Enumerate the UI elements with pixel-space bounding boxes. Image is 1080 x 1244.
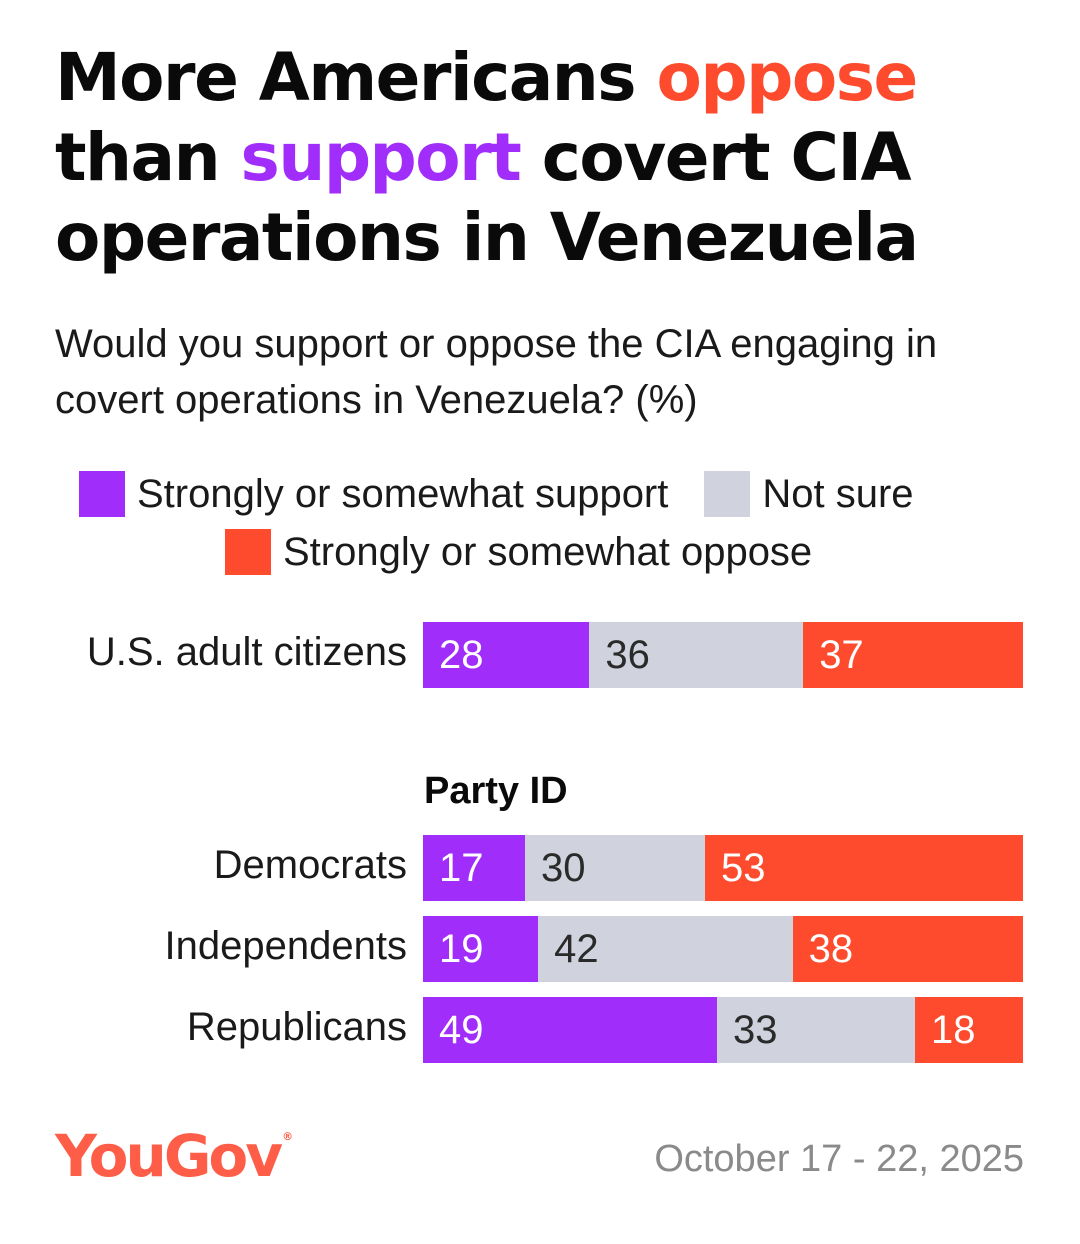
- data-label-unsure: 30: [541, 846, 586, 890]
- bar-segment-oppose: 38: [792, 916, 1023, 982]
- data-label-support: 28: [439, 633, 484, 677]
- title-highlight-support: support: [240, 119, 522, 196]
- bar-segment-oppose: 37: [803, 622, 1023, 688]
- legend-row-2: Strongly or somewhat oppose: [225, 529, 812, 575]
- legend-swatch-unsure: [704, 471, 751, 517]
- legend-item-unsure: Not sure: [704, 471, 914, 517]
- chart-subtitle: Would you support or oppose the CIA enga…: [55, 322, 938, 422]
- row-label-independents: Independents: [164, 924, 407, 968]
- data-label-support: 17: [439, 846, 484, 890]
- bar-democrats: 17 30 53: [423, 835, 1023, 901]
- bar-segment-oppose: 18: [915, 997, 1023, 1063]
- data-label-oppose: 53: [721, 846, 766, 890]
- title-line-2: than support covert CIA: [55, 119, 912, 196]
- bar-republicans: 49 33 18: [423, 997, 1023, 1063]
- data-label-oppose: 37: [819, 633, 864, 677]
- legend-label-oppose: Strongly or somewhat oppose: [283, 529, 813, 574]
- bar-segment-unsure: 36: [589, 622, 804, 688]
- bar-us-adults: 28 36 37: [423, 622, 1023, 688]
- bar-segment-support: 28: [423, 622, 590, 688]
- bar-segment-oppose: 53: [705, 835, 1023, 901]
- legend-item-support: Strongly or somewhat support: [79, 471, 668, 517]
- row-label-us-adults: U.S. adult citizens: [86, 630, 407, 674]
- survey-date: October 17 - 22, 2025: [654, 1138, 1024, 1180]
- title-line-3: operations in Venezuela: [55, 199, 919, 276]
- legend-item-oppose: Strongly or somewhat oppose: [225, 529, 812, 575]
- yougov-logo: YouGov ®: [55, 1122, 294, 1190]
- bar-segment-support: 19: [423, 916, 539, 982]
- chart-title: More Americans oppose than support cover…: [55, 38, 1045, 278]
- legend-swatch-oppose: [225, 529, 271, 575]
- legend-label-support: Strongly or somewhat support: [137, 471, 669, 516]
- group-heading-party-id: Party ID: [424, 770, 568, 812]
- title-highlight-oppose: oppose: [656, 39, 919, 116]
- bar-segment-unsure: 30: [525, 835, 705, 901]
- data-label-support: 49: [439, 1008, 484, 1052]
- row-label-republicans: Republicans: [186, 1005, 407, 1049]
- title-line-1: More Americans oppose: [55, 39, 919, 116]
- row-label-democrats: Democrats: [213, 843, 407, 887]
- legend-row-1: Strongly or somewhat support Not sure: [79, 471, 914, 517]
- bar-segment-support: 49: [423, 997, 717, 1063]
- data-label-unsure: 42: [554, 927, 599, 971]
- data-label-unsure: 36: [605, 633, 650, 677]
- bar-independents: 19 42 38: [423, 916, 1023, 982]
- data-label-oppose: 18: [931, 1008, 976, 1052]
- bar-segment-unsure: 42: [538, 916, 793, 982]
- legend-swatch-support: [79, 471, 125, 517]
- data-label-oppose: 38: [808, 927, 854, 971]
- bar-segment-unsure: 33: [717, 997, 915, 1063]
- bar-segment-support: 17: [423, 835, 525, 901]
- legend-label-unsure: Not sure: [762, 471, 914, 516]
- data-label-unsure: 33: [733, 1008, 778, 1052]
- data-label-support: 19: [439, 927, 484, 971]
